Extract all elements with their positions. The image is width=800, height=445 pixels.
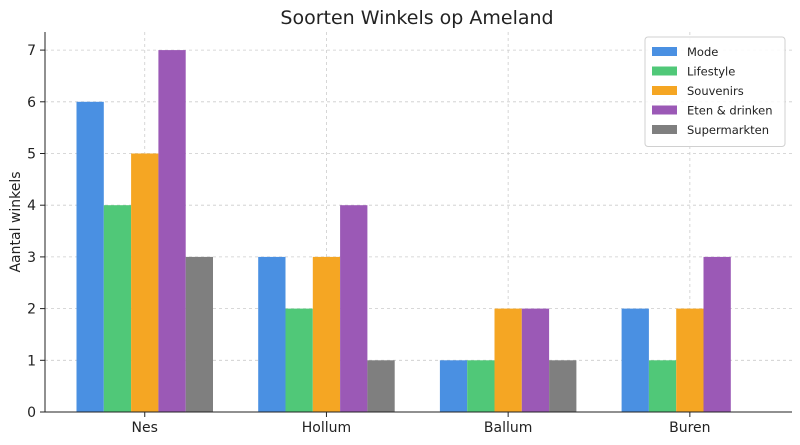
bar-lifestyle-buren: [648, 360, 677, 412]
chart-title: Soorten Winkels op Ameland: [280, 7, 553, 29]
bar-eten-drinken-nes: [158, 50, 186, 412]
bar-souvenirs-hollum: [312, 256, 341, 412]
y-tick-label: 0: [27, 405, 36, 421]
bar-lifestyle-ballum: [467, 360, 495, 412]
legend-swatch: [652, 86, 677, 95]
bar-eten-drinken-hollum: [340, 205, 368, 412]
x-tick-label: Nes: [132, 420, 158, 436]
bar-souvenirs-nes: [131, 153, 159, 413]
bar-mode-ballum: [439, 360, 468, 412]
bar-supermarkten-ballum: [549, 360, 577, 412]
legend-label: Mode: [687, 45, 718, 59]
y-axis-label: Aantal winkels: [8, 171, 24, 272]
bar-eten-drinken-buren: [703, 256, 731, 412]
y-tick-label: 6: [27, 95, 36, 111]
legend-label: Supermarkten: [687, 123, 769, 137]
bar-lifestyle-nes: [103, 205, 132, 412]
bar-mode-nes: [76, 101, 104, 412]
bars-layer: [76, 50, 731, 413]
axes-layer: 0 1 2 3 4 5 6 7 Nes Hollum Ballum Buren: [27, 32, 792, 436]
y-tick-label: 3: [27, 250, 36, 266]
bar-lifestyle-hollum: [285, 308, 313, 412]
legend: Mode Lifestyle Souvenirs Eten & drinken Supe…: [644, 36, 786, 147]
bar-mode-buren: [621, 308, 649, 412]
x-tick-label: Hollum: [302, 420, 351, 436]
legend-swatch: [652, 47, 677, 56]
y-tick-label: 1: [27, 353, 36, 369]
y-tick-label: 4: [27, 198, 36, 214]
legend-swatch: [652, 66, 677, 76]
bar-mode-hollum: [258, 256, 286, 412]
legend-label: Eten & drinken: [687, 104, 773, 118]
legend-label: Lifestyle: [687, 65, 735, 79]
y-tick-label: 5: [27, 146, 36, 162]
legend-swatch: [652, 105, 677, 115]
x-tick-label: Ballum: [484, 420, 532, 436]
bar-souvenirs-buren: [676, 308, 704, 412]
bar-supermarkten-hollum: [367, 360, 395, 412]
legend-label: Souvenirs: [687, 84, 744, 98]
legend-box: [644, 36, 786, 147]
y-tick-label: 2: [27, 302, 36, 318]
legend-swatch: [652, 125, 677, 134]
bar-souvenirs-ballum: [494, 308, 522, 412]
bar-supermarkten-nes: [185, 256, 213, 412]
y-tick-label: 7: [27, 43, 36, 59]
x-tick-label: Buren: [669, 420, 710, 436]
bar-eten-drinken-ballum: [521, 308, 550, 412]
